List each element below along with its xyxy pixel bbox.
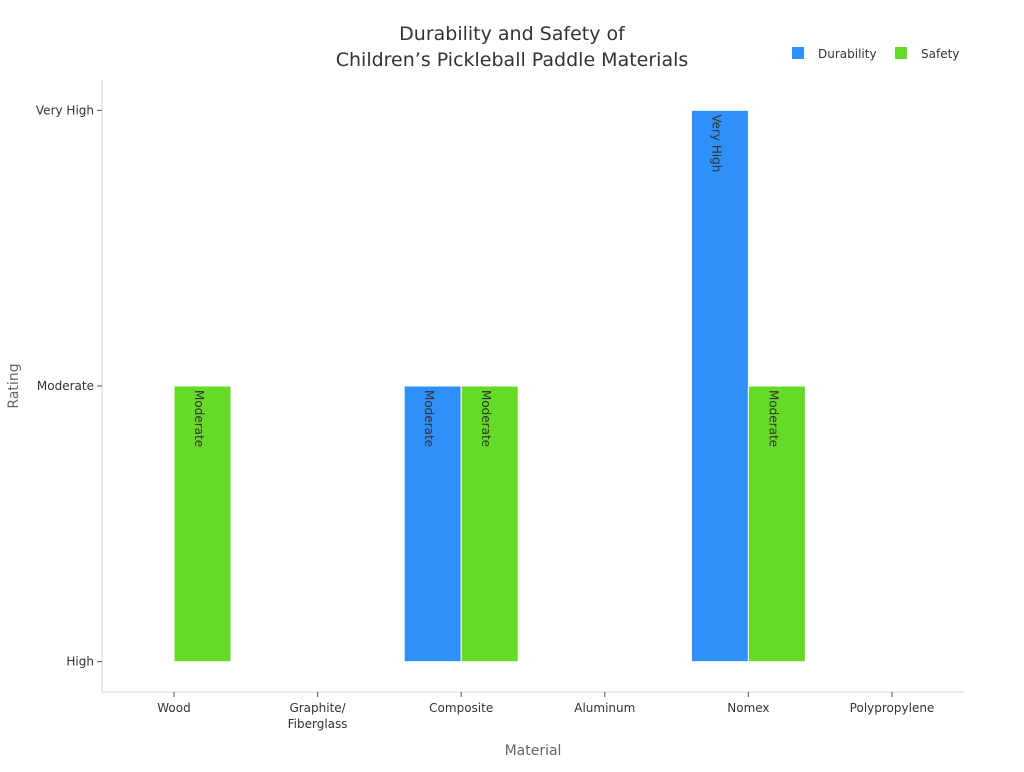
- bar-safety: [173, 385, 232, 663]
- data-label: Moderate: [422, 390, 436, 447]
- chart-title-line: Children’s Pickleball Paddle Materials: [336, 49, 689, 71]
- chart-title-line: Durability and Safety of: [399, 23, 626, 45]
- legend: Durability Safety: [792, 47, 959, 61]
- legend-swatch-safety: [895, 47, 907, 59]
- y-axis-title: Rating: [6, 363, 22, 408]
- y-tick-label: High: [66, 655, 94, 669]
- x-tick-label: Fiberglass: [288, 717, 348, 731]
- x-tick-label: Graphite/: [289, 701, 346, 715]
- x-tick-label: Aluminum: [574, 701, 635, 715]
- bar-durability: [690, 109, 749, 663]
- bar-safety: [747, 385, 806, 663]
- x-tick-label: Wood: [157, 701, 190, 715]
- bar-safety: [460, 385, 519, 663]
- chart-title: Durability and Safety of Children’s Pickl…: [336, 23, 689, 71]
- y-tick-label: Moderate: [37, 379, 94, 393]
- x-tick-label: Polypropylene: [850, 701, 935, 715]
- legend-label-durability: Durability: [818, 47, 877, 61]
- x-tick-label: Composite: [429, 701, 493, 715]
- bars: [173, 109, 806, 663]
- data-label: Moderate: [766, 390, 780, 447]
- x-axis-title: Material: [505, 743, 562, 759]
- bar-durability: [403, 385, 462, 663]
- data-label: Very High: [709, 114, 723, 172]
- data-label: Moderate: [192, 390, 206, 447]
- legend-swatch-durability: [792, 47, 804, 59]
- y-tick-label: Very High: [36, 103, 94, 117]
- legend-label-safety: Safety: [921, 47, 959, 61]
- data-label: Moderate: [479, 390, 493, 447]
- x-tick-label: Nomex: [727, 701, 769, 715]
- data-labels: Moderate Very High Moderate Moderate Moderat…: [192, 114, 780, 447]
- axes: High Moderate Very High Wood Graphite/Fiberg…: [6, 80, 964, 759]
